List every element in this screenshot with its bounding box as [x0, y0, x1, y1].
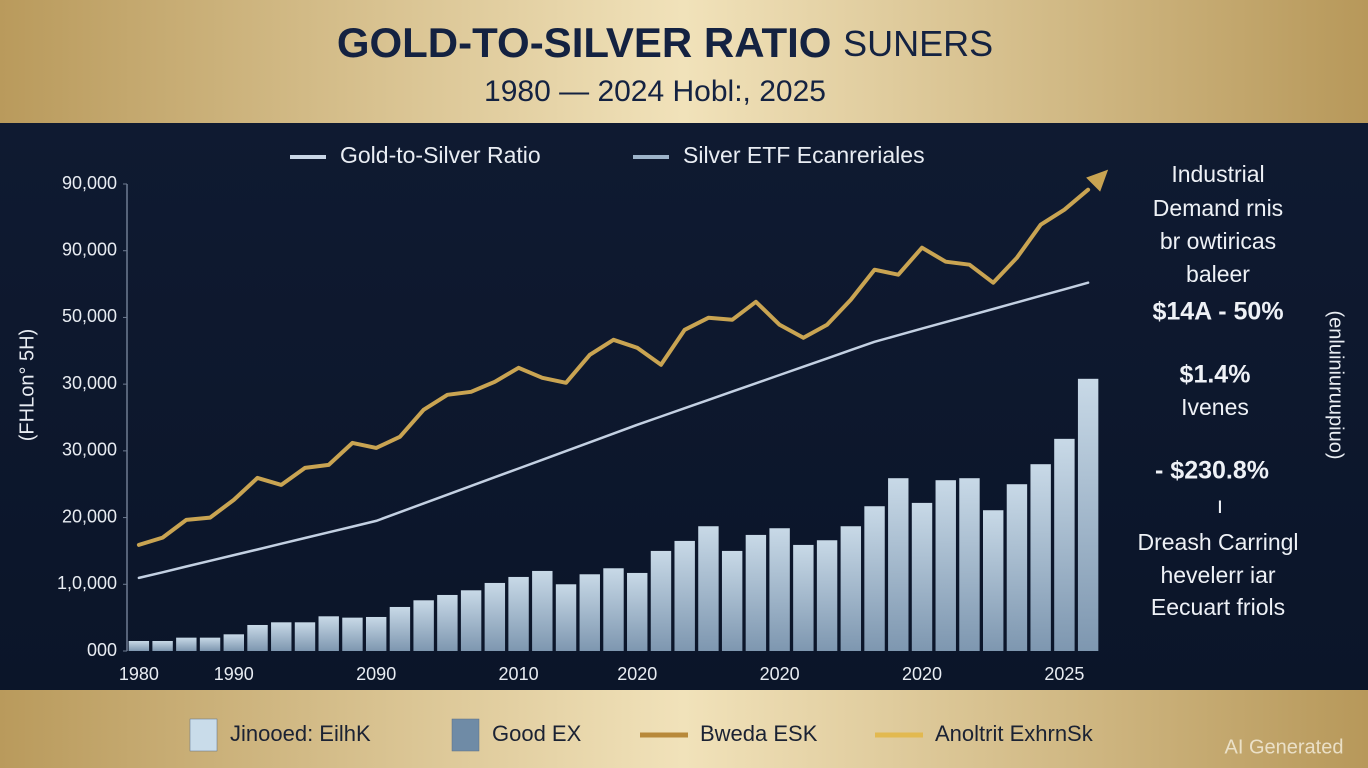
x-tick-label: 2020 [617, 664, 657, 684]
y-tick-label: 90,000 [62, 239, 117, 259]
y-tick-label: 1,0,000 [57, 573, 117, 593]
annotation: Demand rnis [1153, 195, 1283, 221]
header-band [0, 0, 1368, 123]
bar [959, 478, 980, 651]
y-tick-label: 20,000 [62, 506, 117, 526]
bar [627, 572, 648, 651]
bar [152, 640, 173, 651]
bar [816, 540, 838, 651]
bar [721, 550, 743, 651]
annotation: Dreash Carringl [1137, 529, 1298, 555]
legend-swatch [189, 718, 218, 752]
x-tick-label: 2020 [760, 664, 800, 684]
y-tick-label: 30,000 [62, 440, 117, 460]
bar [650, 550, 672, 651]
bar [603, 568, 624, 651]
annotation: Ivenes [1181, 394, 1249, 420]
bar [1030, 464, 1051, 651]
bar [484, 582, 506, 651]
annotation: hevelerr iar [1160, 562, 1275, 588]
bar [698, 526, 719, 651]
bar [389, 606, 411, 651]
annotation: br owtiricas [1160, 228, 1276, 254]
bar [579, 574, 600, 651]
bar [1006, 484, 1028, 651]
bar [413, 600, 434, 651]
legend-label: Anoltrit ExhrnSk [935, 721, 1094, 746]
bar [840, 526, 862, 651]
bar [365, 616, 387, 651]
bar [745, 534, 767, 651]
bar [793, 544, 814, 651]
line [136, 187, 1091, 547]
bar [769, 528, 790, 651]
subtitle: 1980 — 2024 Hobl:, 2025 [484, 75, 826, 108]
y-tick-label: 90,000 [62, 173, 117, 193]
bar [911, 502, 933, 651]
legend-label: Bweda ESK [700, 721, 818, 746]
x-tick-label: 1980 [119, 664, 159, 684]
legend-swatch [451, 718, 480, 752]
legend-label: Silver ETF Ecanreriales [683, 142, 925, 168]
title-suffix: SUNERS [843, 23, 993, 64]
footer-band [0, 690, 1368, 768]
annotations: Industrial Demand rnis br owtiricas bale… [1137, 161, 1298, 620]
annotation: baleer [1186, 261, 1250, 287]
arrow-head [1086, 169, 1109, 192]
y-axis-label: (FHLon° 5H) [16, 329, 38, 441]
y-tick-label: 000 [87, 640, 117, 660]
y2-axis-label: (enluiniuruupiuo) [1325, 311, 1347, 460]
bar [460, 590, 482, 651]
annotation: $1.4% [1180, 361, 1251, 389]
x-tick-label: 2010 [499, 664, 539, 684]
bar [532, 570, 553, 651]
bar [318, 616, 339, 651]
bar [888, 478, 909, 651]
bar [294, 622, 316, 651]
y-tick-label: 30,000 [62, 373, 117, 393]
bar [508, 576, 529, 651]
annotation: - $230.8% [1155, 457, 1269, 485]
bar [1054, 438, 1075, 651]
x-tick-label: 1990 [214, 664, 254, 684]
legend-label: Gold-to-Silver Ratio [340, 142, 541, 168]
x-tick-label: 2020 [902, 664, 942, 684]
y-tick-label: 50,000 [62, 306, 117, 326]
bar [271, 622, 292, 651]
legend-label: Jinooed: EilhK [230, 721, 371, 746]
annotation: $14A - 50% [1152, 298, 1283, 326]
bar [199, 637, 221, 651]
bar [864, 506, 885, 651]
bar [342, 617, 363, 651]
bar [674, 540, 695, 651]
line [137, 281, 1090, 580]
bar [1077, 378, 1099, 651]
bar [247, 624, 268, 651]
watermark: AI Generated [1225, 736, 1344, 758]
bar [935, 480, 956, 651]
x-tick-label: 2090 [356, 664, 396, 684]
annotation: ı [1217, 492, 1223, 518]
annotation: Industrial [1171, 161, 1264, 187]
bar [176, 637, 197, 651]
x-tick-label: 2025 [1044, 664, 1084, 684]
bar [128, 640, 150, 651]
title-main: GOLD-TO-SILVER RATIO [337, 19, 832, 66]
bar [223, 634, 244, 651]
legend-label: Good EX [492, 721, 582, 746]
annotation: Eecuart friols [1151, 594, 1285, 620]
bar [555, 584, 577, 651]
chart-title: GOLD-TO-SILVER RATIO SUNERS [337, 19, 993, 66]
bar [437, 594, 458, 651]
bar [983, 510, 1004, 651]
